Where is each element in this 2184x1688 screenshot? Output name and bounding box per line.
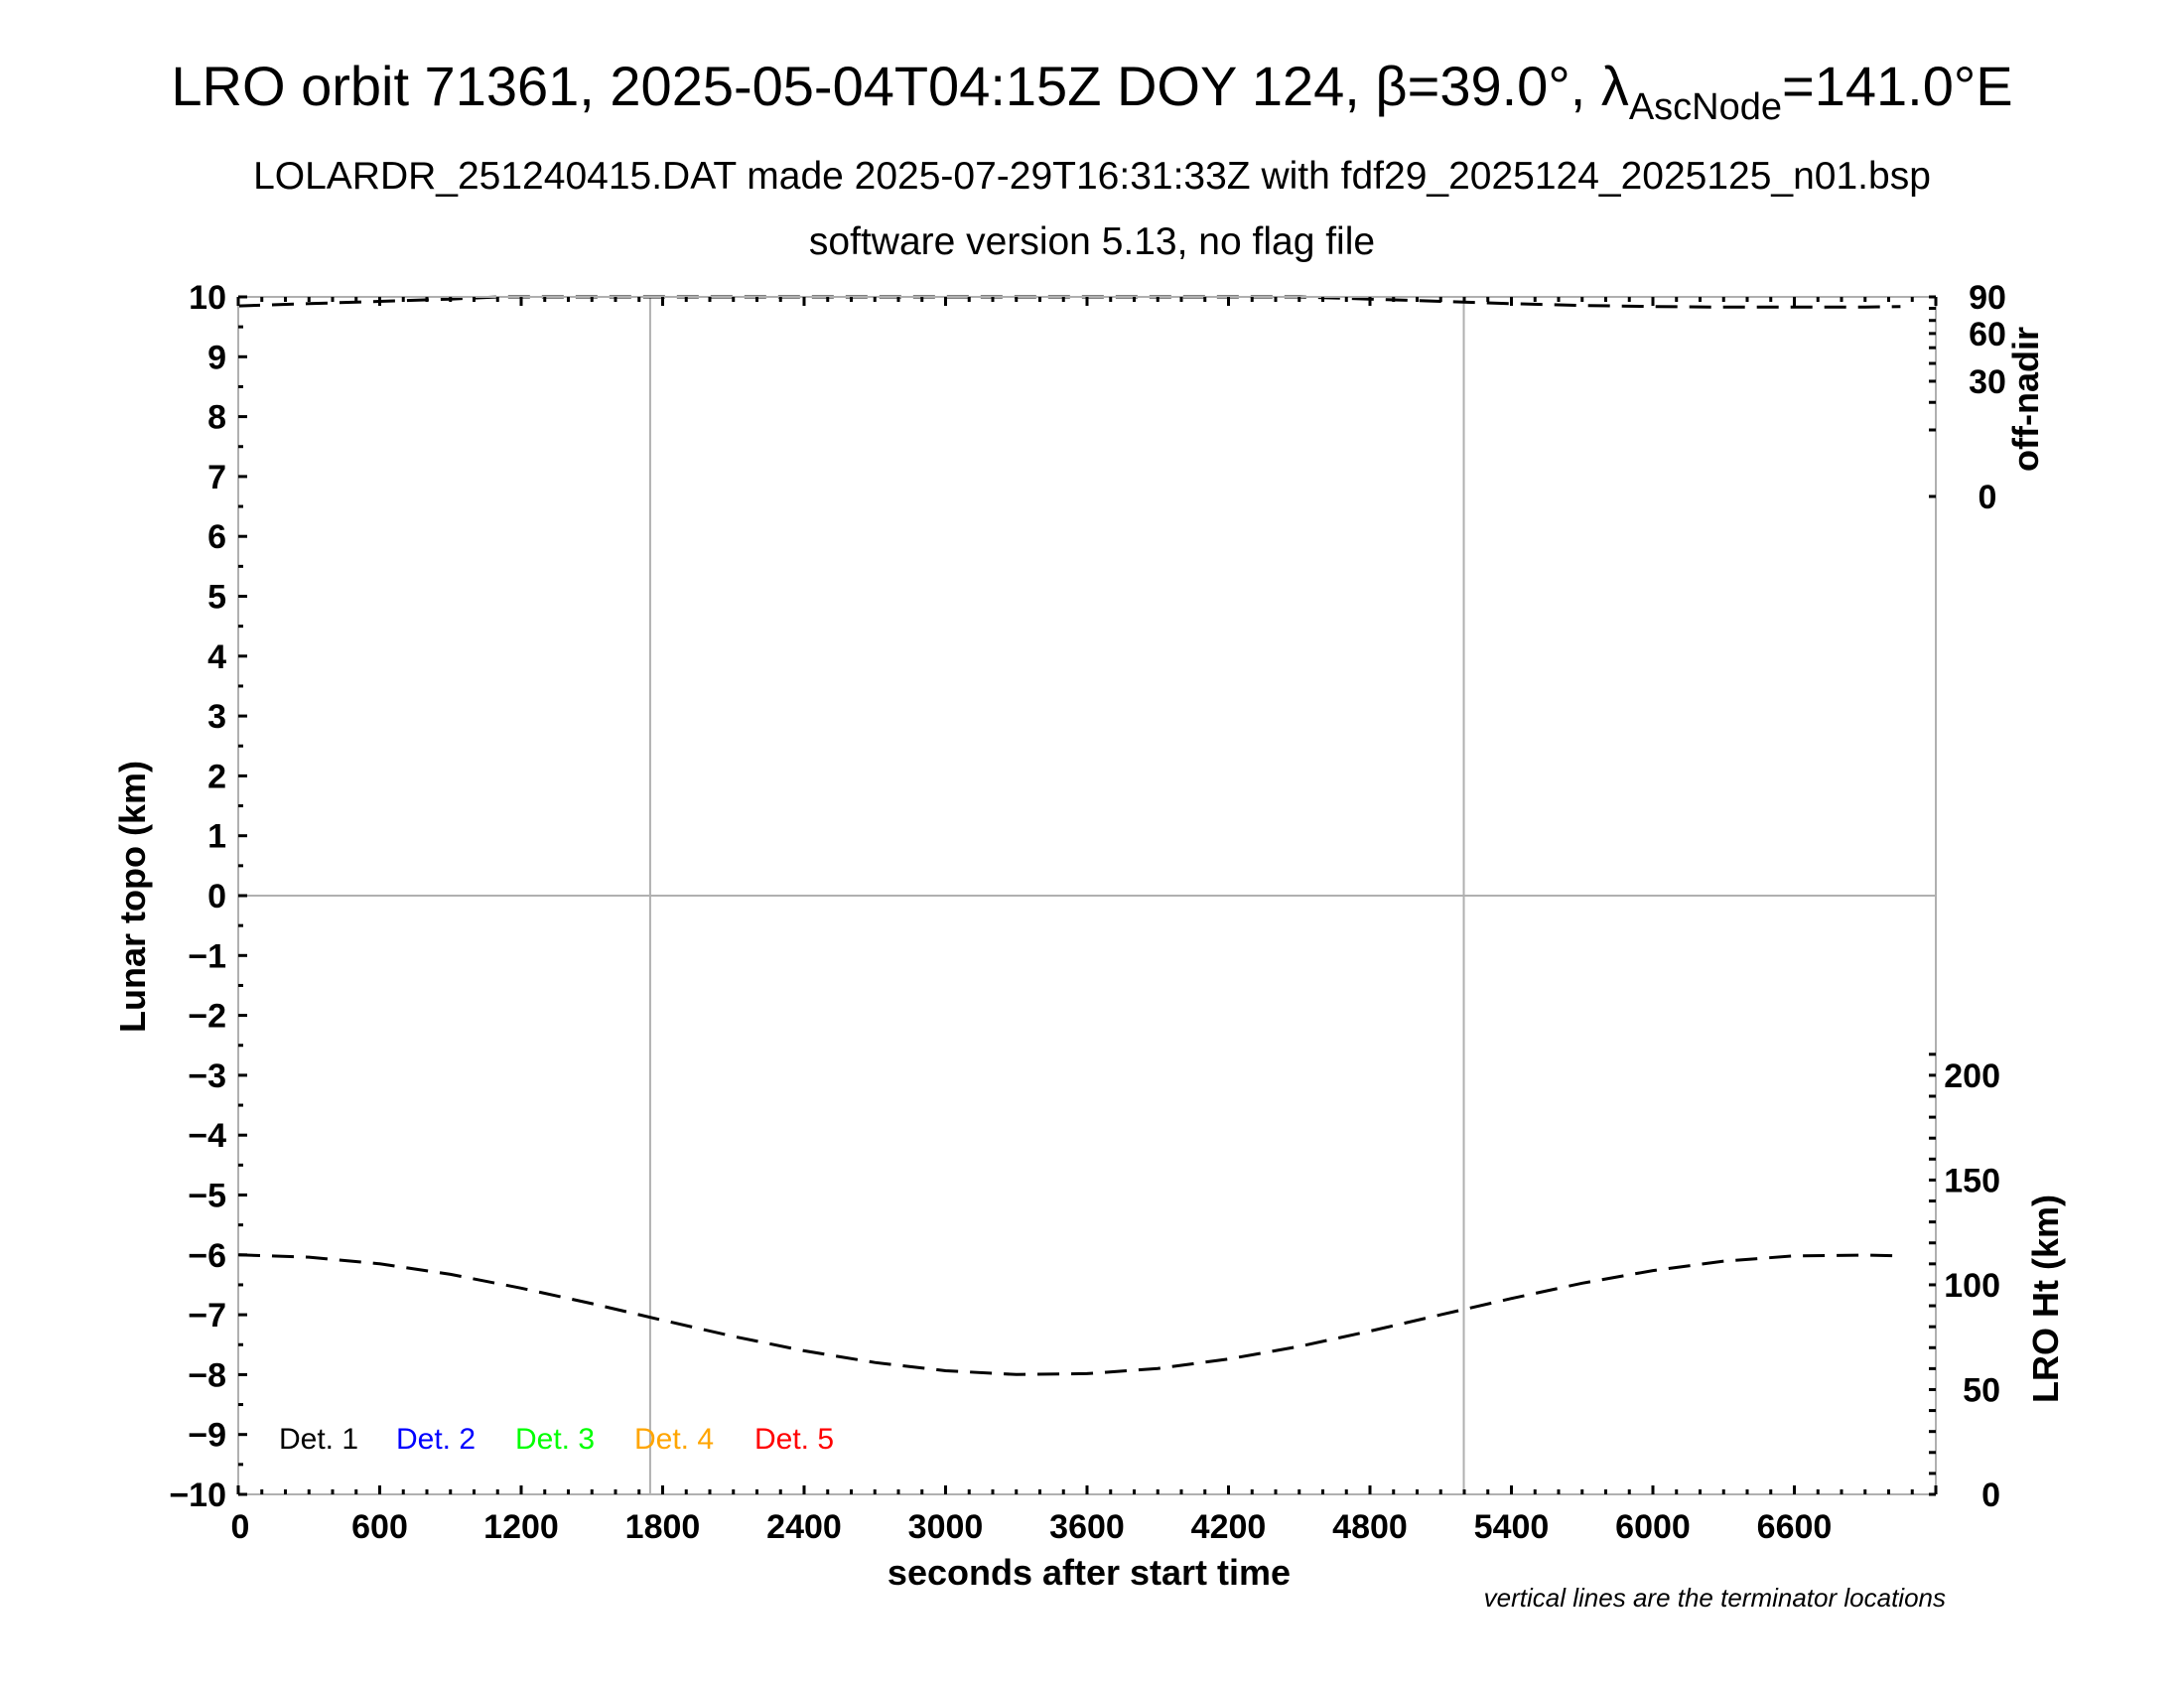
y-tick-label: −2 bbox=[188, 998, 226, 1036]
x-tick-label: 2400 bbox=[766, 1508, 842, 1546]
x-tick-label: 4800 bbox=[1332, 1508, 1408, 1546]
y-tick-label: 9 bbox=[207, 339, 226, 376]
axes-layer: 0 600 1200 1800 2400 3000 3600 4200 4800 5400 6000… bbox=[169, 279, 2006, 1546]
ht-tick-label: 150 bbox=[1944, 1162, 2000, 1199]
y-tick-label: 2 bbox=[207, 758, 226, 795]
y-tick-label: −1 bbox=[188, 937, 226, 975]
y-tick-label: −9 bbox=[188, 1417, 226, 1455]
y-tick-label: 5 bbox=[207, 579, 226, 617]
lro-height-line bbox=[237, 1253, 1901, 1376]
legend: Det. 1 Det. 2 Det. 3 Det. 4 Det. 5 bbox=[279, 1423, 834, 1456]
x-tick-label: 3000 bbox=[908, 1508, 984, 1546]
y-tick-label: 3 bbox=[207, 698, 226, 736]
lro-height-axis-label: LRO Ht (km) bbox=[2025, 1195, 2066, 1403]
y-tick-label: −4 bbox=[188, 1117, 226, 1155]
grid-layer bbox=[238, 297, 1936, 1494]
y-tick-label: 1 bbox=[207, 818, 226, 856]
x-tick-label: 6600 bbox=[1757, 1508, 1833, 1546]
legend-item-det-5: Det. 5 bbox=[754, 1423, 834, 1456]
legend-item-det-3: Det. 3 bbox=[515, 1423, 595, 1456]
chart-subtitle-2: software version 5.13, no flag file bbox=[809, 220, 1375, 263]
x-tick-label: 600 bbox=[351, 1508, 408, 1546]
y-tick-label: −3 bbox=[188, 1057, 226, 1095]
x-axis-label: seconds after start time bbox=[887, 1552, 1291, 1593]
y-axis-label: Lunar topo (km) bbox=[112, 761, 153, 1033]
y-tick-label: 8 bbox=[207, 399, 226, 437]
y-tick-label: −6 bbox=[188, 1237, 226, 1275]
x-tick-label: 0 bbox=[231, 1508, 250, 1546]
terminator-note: vertical lines are the terminator locati… bbox=[1484, 1583, 1946, 1613]
legend-item-det-1: Det. 1 bbox=[279, 1423, 358, 1456]
y-tick-label: 4 bbox=[207, 638, 226, 676]
off-nadir-axis-label: off-nadir bbox=[2005, 327, 2046, 472]
y-tick-label: −5 bbox=[188, 1178, 226, 1215]
ht-tick-label: 0 bbox=[1981, 1477, 2000, 1514]
ht-tick-label: 100 bbox=[1944, 1267, 2000, 1305]
x-tick-label: 1800 bbox=[625, 1508, 701, 1546]
y-tick-label: −8 bbox=[188, 1356, 226, 1394]
y-tick-label: 7 bbox=[207, 459, 226, 496]
off-nadir-tick-label: 0 bbox=[1979, 479, 1997, 516]
x-tick-label: 4200 bbox=[1191, 1508, 1267, 1546]
x-tick-label: 3600 bbox=[1049, 1508, 1125, 1546]
x-tick-label: 5400 bbox=[1474, 1508, 1550, 1546]
off-nadir-tick-label: 90 bbox=[1969, 279, 2006, 317]
off-nadir-line bbox=[237, 295, 1901, 309]
data-layer bbox=[237, 295, 1901, 1376]
legend-item-det-4: Det. 4 bbox=[634, 1423, 714, 1456]
y-tick-label: −7 bbox=[188, 1297, 226, 1335]
y-tick-label: −10 bbox=[169, 1477, 226, 1514]
chart-subtitle: LOLARDR_251240415.DAT made 2025-07-29T16… bbox=[253, 155, 1931, 198]
y-tick-label: 0 bbox=[207, 878, 226, 915]
ht-tick-label: 50 bbox=[1963, 1371, 2000, 1409]
y-tick-label: 6 bbox=[207, 518, 226, 556]
legend-item-det-2: Det. 2 bbox=[396, 1423, 476, 1456]
chart-title: LRO orbit 71361, 2025-05-04T04:15Z DOY 1… bbox=[171, 55, 2012, 128]
x-tick-label: 6000 bbox=[1615, 1508, 1691, 1546]
y-tick-label: 10 bbox=[189, 279, 226, 317]
off-nadir-tick-label: 30 bbox=[1969, 363, 2006, 401]
ht-tick-label: 200 bbox=[1944, 1057, 2000, 1095]
off-nadir-tick-label: 60 bbox=[1969, 316, 2006, 353]
x-tick-label: 1200 bbox=[483, 1508, 559, 1546]
